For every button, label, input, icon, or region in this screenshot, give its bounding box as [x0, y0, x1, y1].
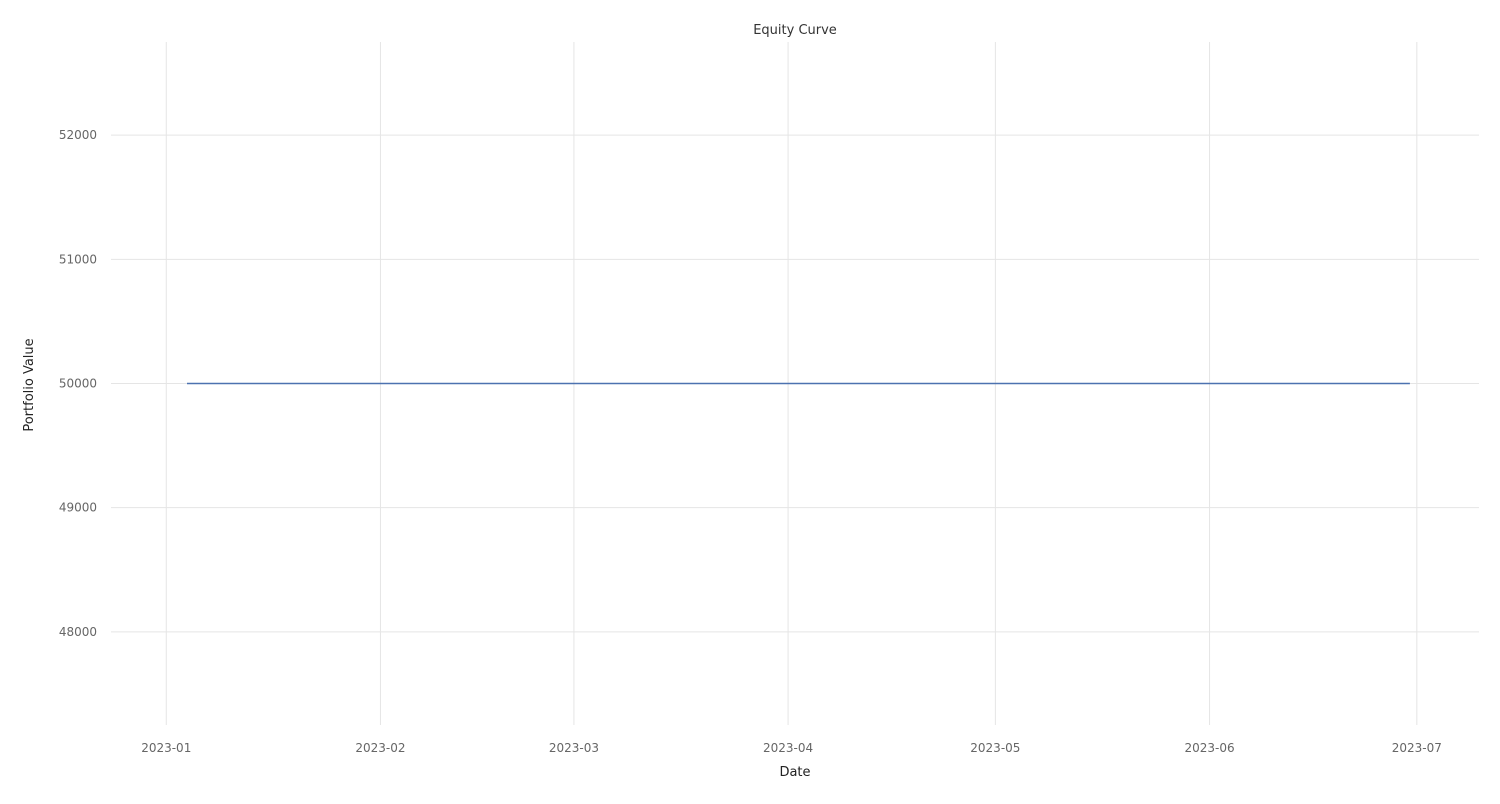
y-tick-label: 50000	[59, 377, 97, 391]
chart-title: Equity Curve	[753, 23, 837, 38]
y-tick-label: 48000	[59, 625, 97, 639]
y-tick-label: 49000	[59, 501, 97, 515]
x-tick-label: 2023-07	[1392, 741, 1442, 755]
x-tick-label: 2023-04	[763, 741, 813, 755]
y-axis-label: Portfolio Value	[22, 338, 37, 431]
x-tick-label: 2023-05	[970, 741, 1020, 755]
y-tick-label: 51000	[59, 252, 97, 266]
x-tick-label: 2023-01	[141, 741, 191, 755]
x-tick-label: 2023-06	[1184, 741, 1234, 755]
x-tick-label: 2023-02	[355, 741, 405, 755]
x-tick-label: 2023-03	[549, 741, 599, 755]
tick-layer: 2023-01 2023-02 2023-03 2023-04 2023-05 2023-…	[59, 128, 1442, 755]
x-axis-label: Date	[779, 765, 810, 780]
y-tick-label: 52000	[59, 128, 97, 142]
